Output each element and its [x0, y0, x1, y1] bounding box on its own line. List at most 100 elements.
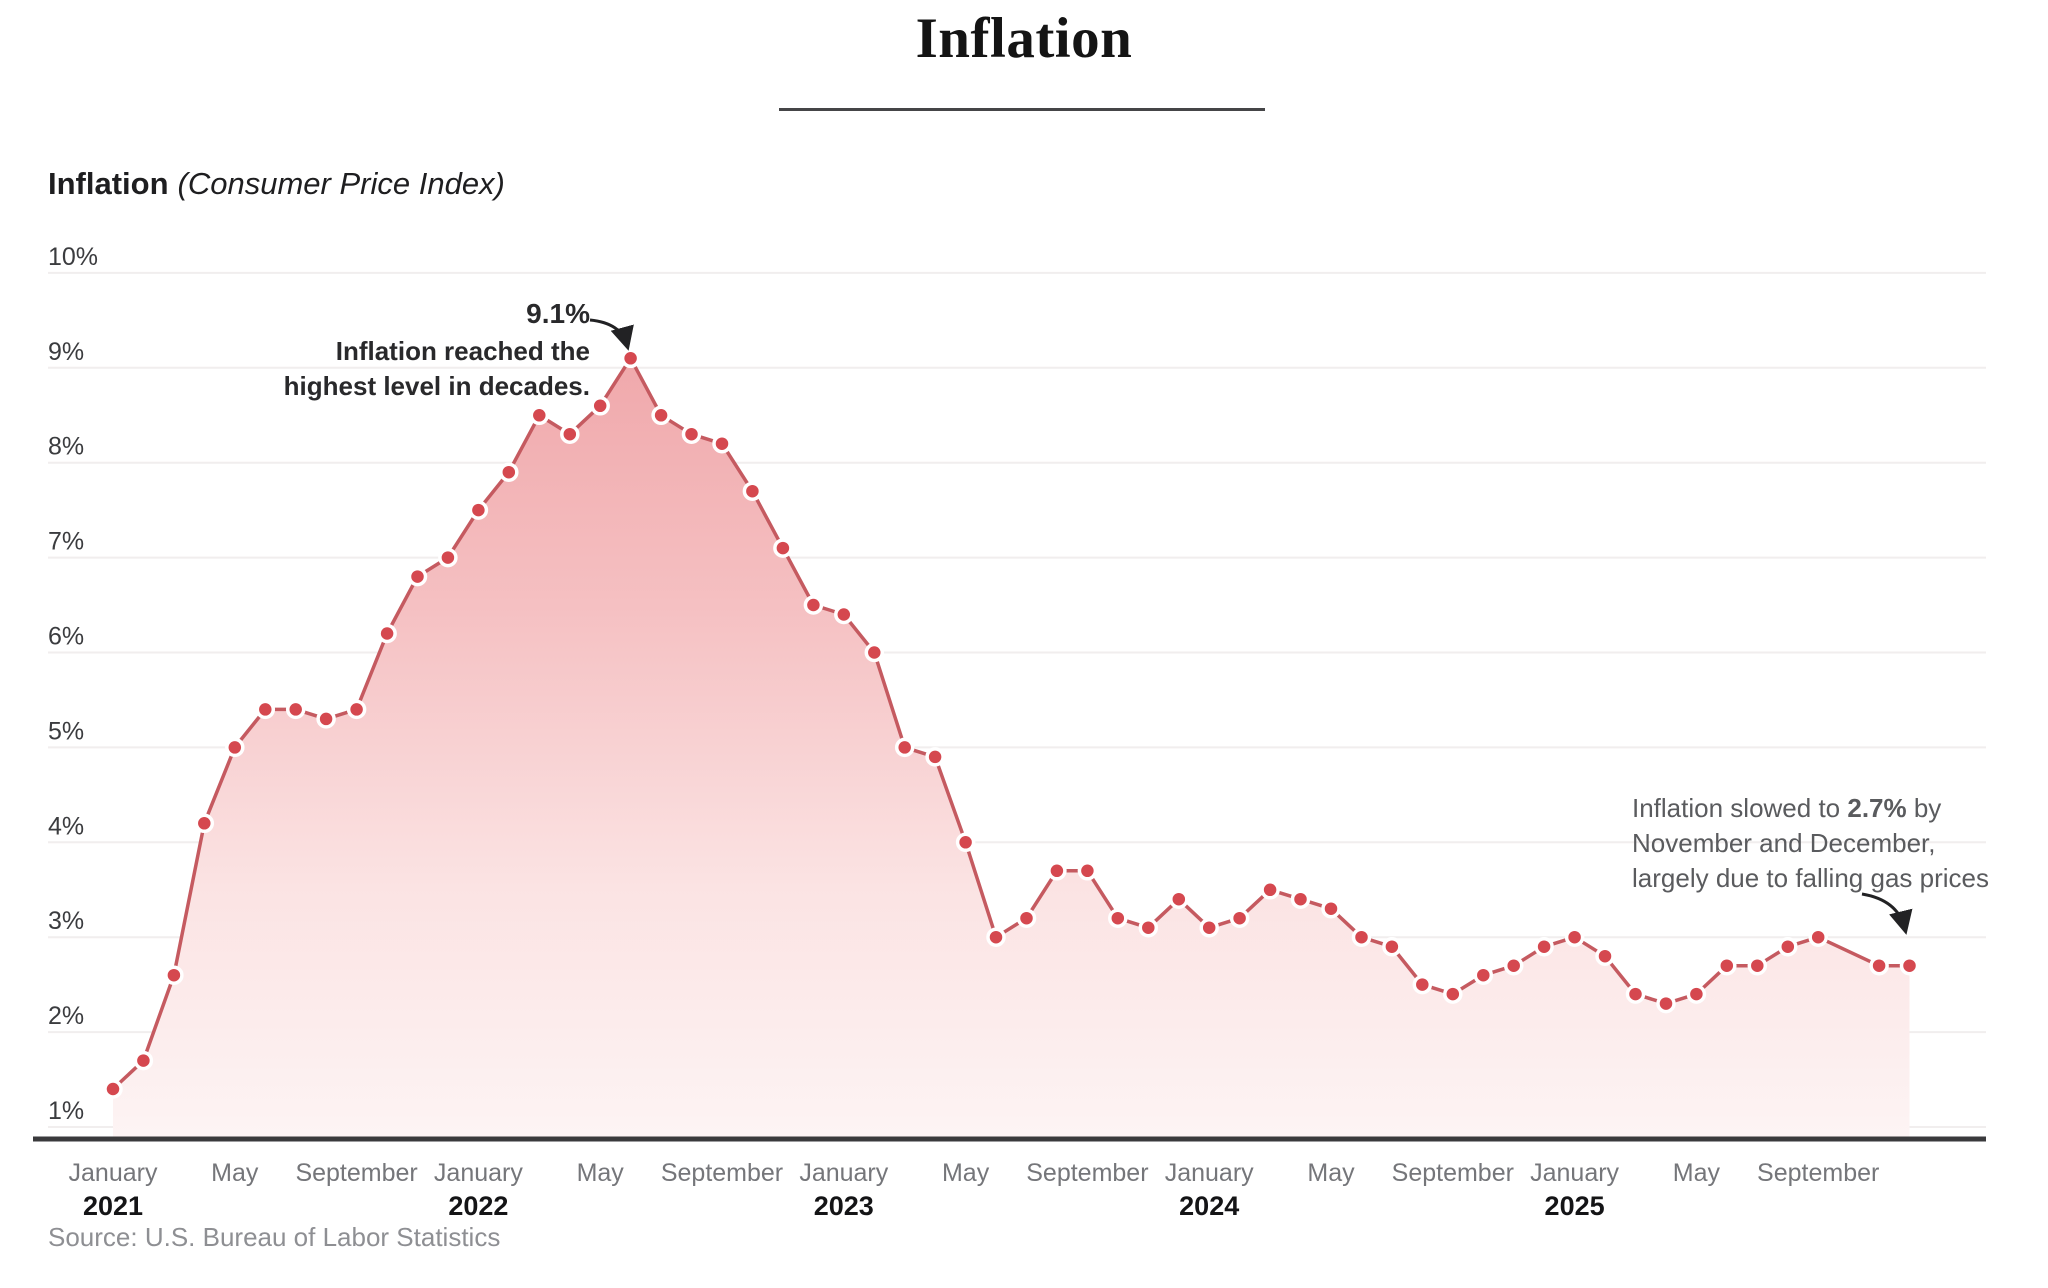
data-point: [1564, 927, 1585, 947]
x-axis-month-label: May: [211, 1159, 259, 1187]
data-point: [346, 699, 367, 720]
source-credit: Source: U.S. Bureau of Labor Statistics: [48, 1222, 501, 1252]
area-fill: [113, 358, 1910, 1137]
data-point: [499, 462, 519, 482]
x-axis-month-label: May: [1307, 1159, 1355, 1187]
x-axis-year-label: 2022: [448, 1191, 508, 1221]
data-point: [864, 642, 885, 663]
data-point: [1869, 955, 1889, 976]
data-point: [1595, 946, 1615, 966]
data-point: [133, 1050, 154, 1071]
data-point: [407, 566, 428, 587]
x-axis-month-label: January: [69, 1159, 158, 1187]
data-point: [1351, 927, 1372, 947]
data-point: [834, 604, 854, 625]
recent-annotation-arrow: [1861, 892, 1913, 935]
x-axis-year-label: 2024: [1179, 1191, 1239, 1221]
data-point: [560, 424, 580, 444]
chart-subtitle-bold: Inflation: [48, 166, 169, 201]
x-axis-month-label: May: [577, 1159, 625, 1187]
data-point: [681, 424, 702, 444]
data-point: [468, 500, 489, 520]
data-point: [894, 737, 915, 758]
y-axis-label: 3%: [48, 907, 84, 935]
data-point: [438, 547, 458, 568]
data-point: [1473, 965, 1494, 985]
x-axis-year-label: 2023: [814, 1191, 874, 1221]
data-point: [1503, 955, 1524, 976]
data-point: [1686, 984, 1707, 1004]
data-point: [1169, 889, 1189, 909]
data-point: [1016, 908, 1037, 928]
peak-annotation-arrow: [589, 318, 634, 351]
recent-annotation-post: by: [1906, 793, 1942, 823]
x-axis-month-label: May: [942, 1159, 990, 1187]
data-point: [712, 433, 732, 454]
y-axis-label: 5%: [48, 717, 84, 745]
chart-subtitle-italic: (Consumer Price Index): [177, 166, 505, 201]
chart-subtitle: Inflation (Consumer Price Index): [48, 166, 505, 202]
data-point: [986, 927, 1006, 947]
data-point: [1808, 927, 1828, 947]
data-point: [1412, 974, 1433, 995]
series-layer: [103, 348, 1920, 1137]
x-axis-month-label: January: [799, 1159, 888, 1187]
y-axis-label: 8%: [48, 433, 84, 461]
data-point: [529, 405, 550, 426]
data-point: [590, 396, 610, 416]
x-axis-month-label: September: [1026, 1159, 1148, 1187]
data-point: [285, 699, 306, 720]
peak-annotation-line1: Inflation reached the: [335, 336, 590, 366]
data-point: [194, 813, 215, 834]
data-point: [377, 623, 397, 644]
recent-annotation-pre: Inflation slowed to: [1632, 793, 1848, 823]
x-axis-month-label: May: [1673, 1159, 1721, 1187]
data-point: [1717, 955, 1737, 976]
data-point: [1747, 955, 1768, 976]
data-point: [742, 481, 763, 501]
data-point: [1290, 889, 1311, 909]
data-point: [1656, 993, 1676, 1014]
data-point: [1138, 917, 1159, 938]
data-point: [651, 405, 671, 426]
data-point: [255, 699, 276, 720]
data-point: [1443, 984, 1463, 1004]
x-axis-month-label: January: [434, 1159, 523, 1187]
x-axis-month-label: January: [1165, 1159, 1254, 1187]
x-axis-month-label: January: [1530, 1159, 1619, 1187]
y-axis-label: 6%: [48, 623, 84, 651]
y-axis-label: 9%: [48, 338, 84, 366]
data-point: [620, 348, 641, 369]
y-axis-label: 7%: [48, 528, 84, 556]
x-axis-month-label: September: [295, 1159, 417, 1187]
data-point: [1625, 984, 1646, 1004]
x-axis-month-label: September: [661, 1159, 783, 1187]
data-point: [1534, 936, 1554, 957]
y-axis-label: 4%: [48, 812, 84, 840]
recent-annotation-line2: November and December,: [1632, 828, 1936, 858]
peak-annotation-line2: highest level in decades.: [283, 371, 590, 401]
data-point: [803, 595, 824, 615]
data-point: [225, 737, 245, 758]
y-axis-label: 10%: [48, 243, 98, 271]
data-point: [1199, 917, 1219, 938]
data-point: [955, 832, 976, 853]
data-point: [1899, 955, 1920, 976]
peak-annotation-value: 9.1%: [526, 298, 590, 329]
data-point: [925, 747, 945, 767]
data-point: [1321, 898, 1341, 919]
recent-annotation-line1: Inflation slowed to 2.7% by: [1632, 791, 1989, 826]
data-point: [1108, 908, 1128, 928]
x-axis-month-label: September: [1757, 1159, 1879, 1187]
x-axis-year-label: 2025: [1545, 1191, 1605, 1221]
data-point: [164, 965, 184, 985]
data-point: [103, 1079, 123, 1099]
x-axis: January 2021 May September January 2022 May Sep…: [33, 1136, 1986, 1221]
y-axis-label: 1%: [48, 1097, 84, 1125]
peak-annotation: 9.1% Inflation reached the highest level…: [284, 296, 590, 404]
x-axis-year-label: 2021: [83, 1191, 143, 1221]
data-point: [1047, 861, 1067, 881]
y-axis-label: 2%: [48, 1002, 84, 1030]
